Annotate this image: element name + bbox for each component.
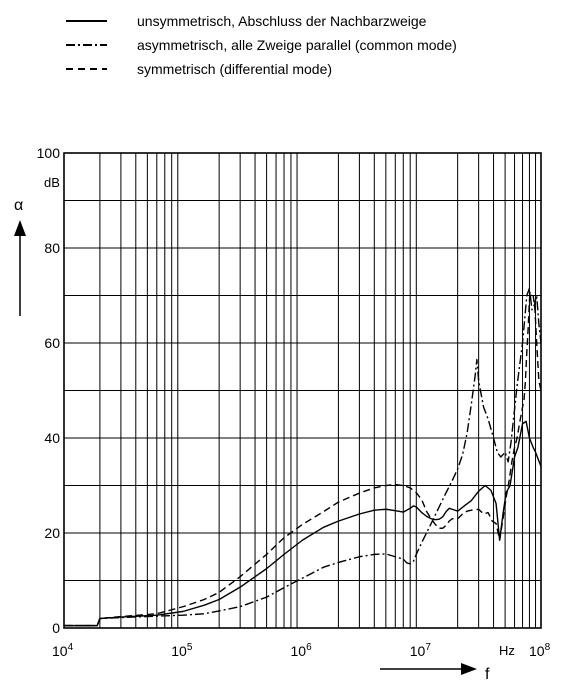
y-axis-label: α <box>14 197 23 214</box>
y-tick-label: 100 <box>37 145 61 161</box>
x-tick-label: 108 <box>529 642 551 659</box>
x-axis-label: f <box>485 666 490 683</box>
x-unit-label: Hz <box>499 643 515 658</box>
series-line-dashed <box>64 292 542 627</box>
series-layer <box>64 287 542 627</box>
y-tick-labels: 0 20 40 60 80 100 <box>37 145 61 636</box>
y-tick-label: 60 <box>44 335 60 351</box>
legend-label: asymmetrisch, alle Zweige parallel (comm… <box>137 37 457 53</box>
y-tick-label: 20 <box>44 525 60 541</box>
plot-frame <box>63 152 542 629</box>
y-tick-label: 0 <box>52 620 60 636</box>
plot-border <box>63 152 542 629</box>
x-tick-label: 104 <box>52 642 74 659</box>
x-tick-label: 106 <box>291 642 313 659</box>
y-tick-label: 80 <box>44 240 60 256</box>
grid <box>64 153 541 628</box>
x-tick-label: 105 <box>171 642 193 659</box>
legend-label: unsymmetrisch, Abschluss der Nachbarzwei… <box>137 13 427 29</box>
series-line-dashdot <box>64 287 542 627</box>
x-tick-labels: 104 105 106 107 108 <box>52 642 551 659</box>
x-axis-arrow-head <box>461 663 477 675</box>
y-tick-label: 40 <box>44 430 60 446</box>
y-axis-arrow-head <box>14 220 26 236</box>
legend-label: symmetrisch (differential mode) <box>137 61 332 77</box>
legend: unsymmetrisch, Abschluss der Nachbarzwei… <box>66 13 457 77</box>
y-unit-label: dB <box>44 175 60 190</box>
x-tick-label: 107 <box>410 642 432 659</box>
